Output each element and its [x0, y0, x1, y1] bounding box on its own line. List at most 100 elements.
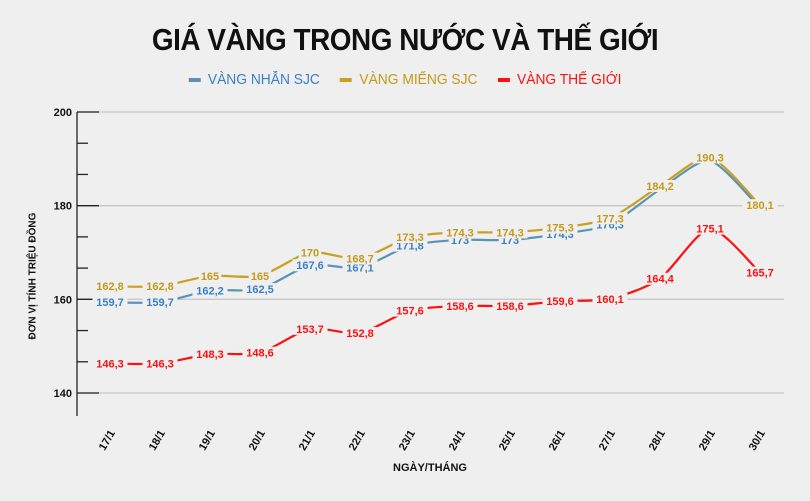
- data-label: 153,7: [296, 324, 324, 336]
- data-label-bg: [92, 280, 128, 293]
- data-label: 148,6: [246, 348, 274, 360]
- legend: VÀNG NHẪN SJC VÀNG MIẾNG SJC VÀNG THẾ GI…: [32, 71, 777, 88]
- data-label: 146,3: [146, 358, 174, 370]
- data-label: 171,8: [396, 241, 424, 253]
- x-tick-label: 19/1: [197, 428, 218, 453]
- chart-title: GIÁ VÀNG TRONG NƯỚC VÀ THẾ GIỚI: [151, 22, 659, 57]
- legend-swatch-icon: [497, 77, 510, 82]
- data-label: 164,4: [646, 274, 674, 286]
- legend-item-vang-mieng-sjc[interactable]: VÀNG MIẾNG SJC: [340, 71, 477, 88]
- data-label: 167,6: [296, 260, 324, 272]
- data-label: 159,7: [146, 297, 174, 309]
- data-label: 177,3: [596, 213, 624, 225]
- data-label: 170: [301, 248, 319, 260]
- data-label: 165: [251, 271, 269, 283]
- data-label-bg: [142, 357, 178, 370]
- data-label-bg: [692, 222, 728, 235]
- data-label: 162,8: [96, 281, 124, 293]
- legend-item-vang-nhan-sjc[interactable]: VÀNG NHẪN SJC: [188, 71, 320, 88]
- data-label-bg: [742, 199, 778, 212]
- gridlines: [77, 111, 784, 394]
- data-label: 180,1: [746, 200, 774, 212]
- data-label: 167,1: [346, 263, 374, 275]
- data-label-bg: [342, 327, 378, 340]
- x-tick-label: 17/1: [97, 428, 118, 453]
- data-label-bg: [248, 269, 272, 282]
- data-label: 165: [201, 271, 219, 283]
- data-label-bg: [642, 179, 678, 192]
- data-label-bg: [342, 252, 378, 265]
- data-label: 146,3: [96, 358, 124, 370]
- data-label: 175,1: [696, 224, 724, 236]
- y-tick-label: 160: [54, 294, 72, 306]
- data-label: 190,3: [696, 152, 724, 164]
- data-label: 162,5: [246, 284, 274, 296]
- y-tick-label: 200: [54, 107, 72, 119]
- data-label-bg: [192, 348, 228, 361]
- data-label-bg: [592, 292, 628, 305]
- x-tick-label: 25/1: [497, 428, 518, 453]
- y-tick-label: 140: [54, 388, 72, 400]
- data-label: 148,3: [196, 349, 224, 361]
- data-label: 159,7: [96, 297, 124, 309]
- data-label: 158,6: [496, 301, 524, 313]
- data-label-bg: [192, 284, 228, 297]
- data-label-bg: [298, 246, 322, 259]
- data-label-bg: [492, 299, 528, 312]
- data-label: 168,7: [346, 254, 374, 266]
- legend-label: VÀNG THẾ GIỚI: [517, 71, 622, 88]
- x-tick-label: 22/1: [347, 428, 368, 453]
- data-label: 162,8: [146, 281, 174, 293]
- data-label-bg: [142, 296, 178, 309]
- y-tick-label: 180: [54, 201, 72, 213]
- data-label-bg: [742, 266, 778, 279]
- data-label-bg: [92, 357, 128, 370]
- x-axis-labels: 17/1 18/1 19/1 20/1 21/1 22/1 23/1 24/1 25/1 26/1…: [97, 428, 768, 453]
- data-label-bg: [242, 346, 278, 359]
- legend-item-vang-the-gioi[interactable]: VÀNG THẾ GIỚI: [497, 71, 622, 88]
- data-label-bg: [292, 322, 328, 335]
- x-tick-label: 20/1: [247, 428, 268, 453]
- legend-swatch-icon: [340, 77, 353, 82]
- data-label-bg: [142, 280, 178, 293]
- x-tick-label: 18/1: [147, 428, 168, 453]
- data-label-bg: [642, 272, 678, 285]
- data-label: 160,1: [596, 294, 624, 306]
- data-label-bg: [492, 226, 528, 239]
- data-label: 152,8: [346, 328, 374, 340]
- data-label: 158,6: [446, 301, 474, 313]
- x-axis-title: NGÀY/THÁNG: [393, 462, 467, 474]
- legend-label: VÀNG NHẪN SJC: [207, 71, 320, 88]
- data-label: 184,2: [646, 181, 674, 193]
- y-axis: 140 160 180 200: [54, 107, 99, 416]
- data-label-bg: [692, 151, 728, 164]
- legend-label: VÀNG MIẾNG SJC: [359, 71, 478, 88]
- x-tick-label: 26/1: [547, 428, 568, 453]
- data-label-bg: [542, 295, 578, 308]
- data-label-bg: [542, 221, 578, 234]
- data-label: 165,7: [746, 268, 774, 280]
- data-label: 174,3: [446, 227, 474, 239]
- data-label: 162,2: [196, 286, 224, 298]
- legend-swatch-icon: [188, 77, 201, 82]
- data-label: 175,3: [546, 223, 574, 235]
- data-label-bg: [392, 304, 428, 317]
- x-tick-label: 29/1: [697, 428, 718, 453]
- data-label-bg: [198, 269, 222, 282]
- series-line-vang-mieng-sjc: [109, 156, 761, 288]
- x-tick-label: 27/1: [597, 428, 618, 453]
- data-label-bg: [242, 283, 278, 296]
- data-label: 159,6: [546, 296, 574, 308]
- data-label-bg: [292, 259, 328, 272]
- data-label: 173,3: [396, 232, 424, 244]
- x-tick-label: 28/1: [647, 428, 668, 453]
- x-tick-label: 24/1: [447, 428, 468, 453]
- x-tick-label: 30/1: [747, 428, 768, 453]
- data-label-bg: [592, 212, 628, 225]
- data-label-bg: [442, 226, 478, 239]
- data-label-bg: [442, 299, 478, 312]
- data-label: 157,6: [396, 306, 424, 318]
- data-label-bg: [392, 231, 428, 244]
